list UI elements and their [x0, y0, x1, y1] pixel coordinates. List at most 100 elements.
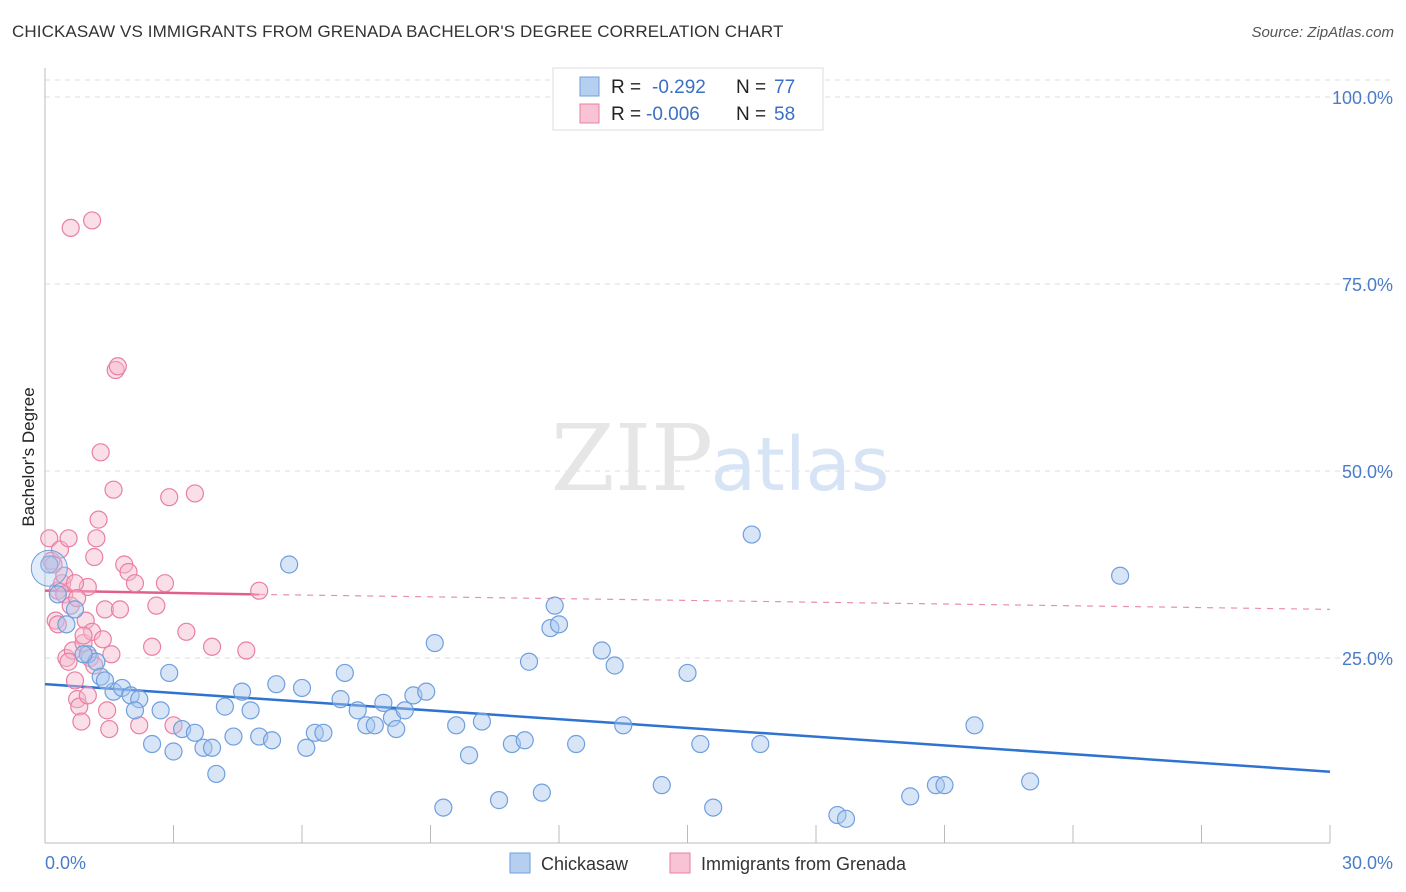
chickasaw-point-15	[164, 742, 183, 761]
chickasaw-point-32	[314, 723, 333, 742]
chickasaw-point-41	[387, 719, 406, 739]
series-legend: Chickasaw Immigrants from Grenada	[509, 852, 907, 874]
chickasaw-point-45	[434, 798, 453, 817]
grenada-point-43	[177, 622, 196, 641]
grenada-point-27	[98, 701, 117, 720]
chickasaw-point-72	[965, 716, 984, 735]
grenada-point-22	[87, 529, 106, 548]
grid-lines	[45, 79, 1393, 659]
chickasaw-point-11	[125, 701, 145, 720]
source-label: Source: ZipAtlas.com	[1251, 24, 1394, 41]
grenada-point-54	[78, 686, 97, 705]
chickasaw-point-75	[74, 645, 93, 664]
grenada-point-39	[147, 596, 166, 615]
grenada-point-32	[108, 357, 127, 376]
grenada-point-35	[119, 562, 138, 582]
chickasaw-point-63	[691, 734, 710, 754]
chickasaw-point-13	[151, 701, 170, 720]
grenada-point-44	[185, 484, 205, 503]
chickasaw-point-65	[742, 525, 761, 544]
chickasaw-point-24	[241, 701, 260, 720]
legend-r-label-2: R =	[611, 104, 641, 125]
chickasaw-point-30	[297, 738, 316, 757]
chickasaw-trend-line	[44, 682, 1331, 773]
x-tick-label-1: 30.0%	[1342, 853, 1393, 873]
grenada-point-13	[68, 690, 87, 709]
grenada-point-49	[83, 211, 102, 230]
chickasaw-point-46	[447, 716, 466, 735]
grenada-point-9	[59, 529, 78, 548]
chickasaw-point-37	[365, 716, 384, 735]
chickasaw-point-52	[519, 652, 539, 671]
chickasaw-point-53	[532, 783, 551, 802]
chickasaw-point-20	[207, 764, 226, 784]
chickasaw-point-73	[1021, 772, 1040, 791]
grenada-point-17	[76, 611, 95, 630]
y-axis-label: Bachelor's Degree	[19, 387, 38, 526]
chickasaw-point-62	[678, 663, 697, 683]
chickasaw-point-76	[95, 671, 115, 690]
grenada-point-25	[93, 630, 112, 649]
grenada-point-36	[125, 574, 145, 593]
chickasaw-point-47	[459, 746, 479, 765]
y-tick-label-0: 25.0%	[1342, 649, 1393, 669]
chickasaw-point-23	[232, 682, 252, 701]
grenada-point-29	[102, 645, 121, 664]
chickasaw-point-3	[65, 600, 85, 619]
chickasaw-point-26	[262, 731, 282, 750]
x-tick-label-0: 0.0%	[45, 853, 86, 873]
y-tick-label-2: 75.0%	[1342, 275, 1393, 295]
chickasaw-point-28	[280, 555, 299, 574]
grenada-point-51	[55, 566, 74, 585]
chickasaw-point-0	[40, 555, 59, 574]
chickasaw-point-64	[704, 798, 723, 817]
grenada-point-24	[91, 443, 110, 462]
y-tick-labels: 25.0% 50.0% 75.0% 100.0%	[1332, 88, 1393, 669]
chickasaw-point-44	[425, 633, 444, 653]
grenada-point-28	[100, 719, 119, 739]
chickasaw-point-54	[545, 596, 564, 615]
axes	[44, 68, 1331, 844]
data-points	[30, 211, 1130, 828]
y-tick-label-3: 100.0%	[1332, 88, 1393, 108]
chickasaw-cluster-point	[30, 549, 68, 587]
stats-legend: R = -0.292 N = 77 R = -0.006 N = 58	[552, 67, 824, 131]
chickasaw-point-51	[515, 731, 534, 750]
grenada-point-33	[110, 600, 130, 619]
grenada-point-12	[65, 671, 85, 690]
chickasaw-point-57	[567, 734, 586, 754]
chickasaw-point-48	[472, 712, 491, 731]
chickasaw-point-17	[185, 723, 205, 742]
chickasaw-point-74	[1111, 566, 1130, 585]
grenada-point-6	[53, 574, 72, 593]
chickasaw-point-58	[592, 641, 611, 660]
chickasaw-point-38	[374, 693, 393, 712]
grenada-point-47	[250, 581, 269, 600]
grenada-point-52	[65, 574, 85, 593]
chickasaw-point-69	[901, 787, 920, 806]
grenada-point-53	[74, 626, 93, 645]
chickasaw-point-71	[935, 776, 954, 795]
chickasaw-point-29	[292, 678, 312, 698]
grenada-point-26	[95, 600, 115, 619]
grenada-point-46	[237, 641, 256, 660]
grenada-trend-extension	[259, 593, 1331, 610]
chickasaw-point-35	[348, 701, 367, 720]
grenada-point-55	[59, 652, 78, 671]
legend-r-value-1: -0.292	[652, 77, 706, 98]
chickasaw-point-43	[417, 682, 436, 701]
chickasaw-point-1	[48, 585, 67, 604]
chickasaw-point-22	[224, 727, 243, 746]
grenada-point-0	[40, 529, 59, 548]
legend-n-label-1: N =	[736, 77, 766, 98]
grenada-point-38	[142, 637, 162, 656]
chickasaw-point-21	[215, 697, 234, 716]
legend-r-label-1: R =	[611, 77, 641, 98]
chickasaw-point-60	[614, 716, 633, 735]
legend-n-value-2: 58	[774, 104, 795, 125]
grenada-point-57	[85, 547, 104, 567]
legend-n-value-1: 77	[774, 77, 795, 98]
chickasaw-point-33	[331, 690, 350, 709]
legend-r-value-2: -0.006	[646, 104, 700, 125]
